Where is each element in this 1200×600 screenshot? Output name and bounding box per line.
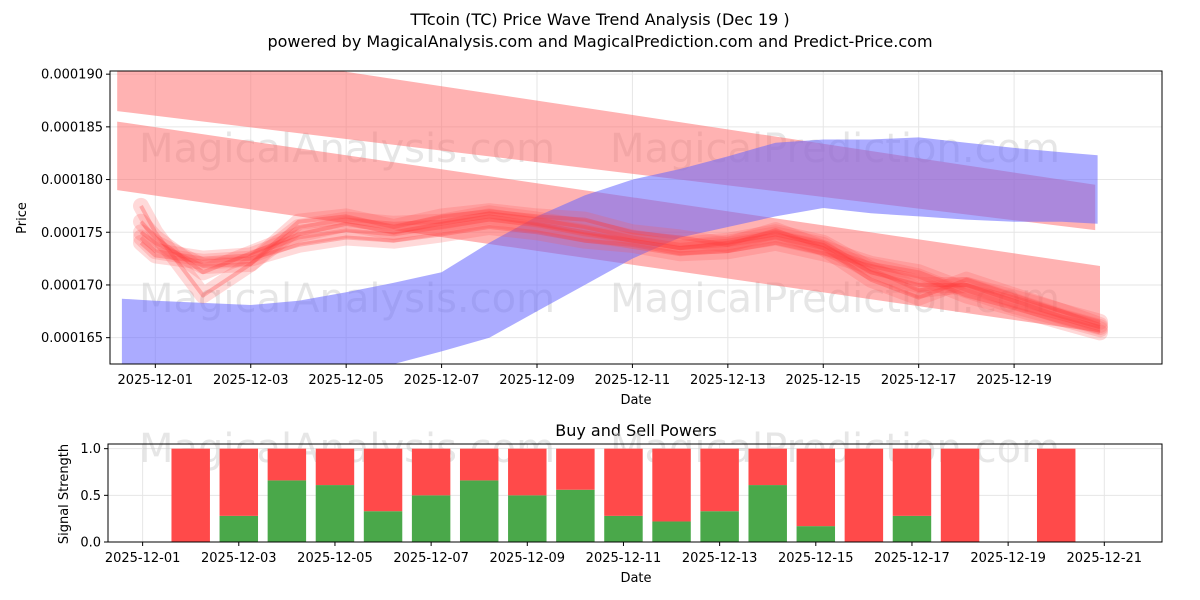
price-x-axis: 2025-12-01 2025-12-03 2025-12-05 2025-12-07…: [118, 364, 1052, 388]
wave-band: [133, 205, 1108, 330]
blue-wave-band: [121, 137, 1098, 364]
wave-line: [139, 217, 1101, 332]
sell-power-bar: [267, 448, 307, 481]
x-tick-label: 2025-12-03: [213, 373, 289, 388]
x-tick-label: 2025-12-01: [118, 373, 194, 388]
x-tick-label: 2025-12-05: [297, 551, 373, 566]
wave-band: [133, 208, 1108, 336]
x-tick-label: 2025-12-19: [970, 551, 1046, 566]
x-tick-label: 2025-12-03: [201, 551, 277, 566]
buy-power-bar: [652, 521, 691, 542]
y-tick-label: 0.5: [80, 489, 101, 504]
price-plot-frame: [109, 70, 1163, 365]
buy-sell-bars: [171, 448, 1076, 542]
price-series: [117, 71, 1108, 364]
sell-power-bar: [363, 448, 403, 512]
x-tick-label: 2025-12-07: [393, 551, 469, 566]
wave-band: [133, 197, 1108, 333]
sell-power-bar: [411, 448, 451, 496]
wave-line: [139, 214, 1101, 330]
x-tick-label: 2025-12-09: [490, 551, 566, 566]
sell-power-bar: [604, 448, 643, 516]
x-tick-label: 2025-12-19: [976, 373, 1052, 388]
y-tick-label: 0.000180: [41, 173, 103, 188]
sell-power-bar: [652, 448, 691, 522]
buy-sell-x-axis-label: Date: [620, 571, 651, 586]
y-tick-label: 0.0: [80, 536, 101, 551]
x-tick-label: 2025-12-05: [308, 373, 384, 388]
buy-power-bar: [796, 526, 836, 542]
sell-power-bar: [892, 448, 932, 516]
wave-line: [139, 204, 1101, 327]
sell-power-bar: [940, 448, 980, 542]
buy-power-bar: [411, 495, 451, 542]
buy-power-bar: [748, 485, 787, 542]
wave-band: [133, 219, 1108, 341]
buy-power-bar: [363, 511, 403, 542]
y-tick-label: 0.000175: [41, 226, 103, 241]
x-tick-label: 2025-12-15: [785, 373, 861, 388]
sell-power-bar: [748, 448, 787, 486]
sell-power-bar: [171, 448, 210, 542]
buy-power-bar: [556, 489, 595, 542]
y-tick-label: 0.000170: [41, 278, 103, 293]
sell-power-bar: [700, 448, 739, 512]
price-y-axis: 0.000165 0.000170 0.000175 0.000180 0.000185…: [41, 68, 110, 346]
wave-band: [133, 211, 1108, 338]
buy-sell-y-axis-label: Signal Strength: [57, 444, 72, 544]
buy-power-bar: [315, 485, 355, 542]
x-tick-label: 2025-12-09: [499, 373, 575, 388]
buy-power-bar: [892, 515, 932, 542]
sell-power-bar: [459, 448, 499, 481]
sell-power-bar: [1036, 448, 1076, 542]
buy-power-bar: [700, 511, 739, 542]
buy-sell-chart: Buy and Sell Powers MagicalAnalysis.com …: [57, 421, 1163, 586]
buy-sell-plot-frame: [107, 443, 1163, 543]
x-tick-label: 2025-12-15: [778, 551, 854, 566]
y-tick-label: 0.000185: [41, 120, 103, 135]
sell-power-bar: [796, 448, 836, 527]
x-tick-label: 2025-12-13: [682, 551, 758, 566]
buy-sell-title: Buy and Sell Powers: [555, 421, 717, 440]
buy-power-bar: [219, 515, 259, 542]
chart-subtitle: powered by MagicalAnalysis.com and Magic…: [267, 32, 932, 51]
sell-power-bar: [508, 448, 547, 496]
sell-power-bar: [556, 448, 595, 490]
price-x-axis-label: Date: [620, 393, 651, 408]
sell-power-bar: [844, 448, 884, 542]
sell-power-bar: [315, 448, 355, 486]
wave-line: [139, 225, 1101, 335]
x-tick-label: 2025-12-17: [881, 373, 957, 388]
chart-title: TTcoin (TC) Price Wave Trend Analysis (D…: [409, 10, 789, 29]
buy-power-bar: [459, 480, 499, 542]
x-tick-label: 2025-12-17: [874, 551, 950, 566]
price-y-axis-label: Price: [15, 202, 30, 234]
x-tick-label: 2025-12-21: [1067, 551, 1143, 566]
buy-sell-x-axis: 2025-12-01 2025-12-03 2025-12-05 2025-12-07…: [105, 542, 1142, 566]
sell-power-bar: [219, 448, 259, 516]
x-tick-label: 2025-12-13: [690, 373, 766, 388]
y-tick-label: 0.000165: [41, 331, 103, 346]
y-tick-label: 0.000190: [41, 68, 103, 83]
buy-power-bar: [508, 495, 547, 542]
wave-line: [139, 211, 1101, 324]
x-tick-label: 2025-12-11: [586, 551, 662, 566]
y-tick-label: 1.0: [80, 442, 101, 457]
buy-power-bar: [267, 480, 307, 542]
price-chart: MagicalAnalysis.com MagicalPrediction.co…: [15, 68, 1163, 408]
buy-sell-y-axis: 0.0 0.5 1.0: [80, 442, 108, 551]
x-tick-label: 2025-12-11: [595, 373, 671, 388]
x-tick-label: 2025-12-01: [105, 551, 181, 566]
x-tick-label: 2025-12-07: [404, 373, 480, 388]
buy-power-bar: [604, 515, 643, 542]
